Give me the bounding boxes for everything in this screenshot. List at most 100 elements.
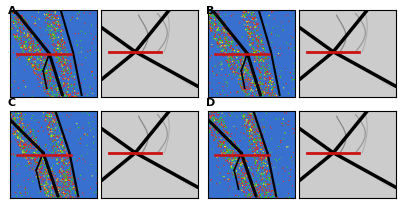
Point <box>291 11 297 14</box>
Point <box>224 40 231 43</box>
Point <box>80 154 87 157</box>
Point <box>11 85 17 88</box>
Point <box>282 196 288 199</box>
Point <box>264 169 270 172</box>
Point <box>26 113 32 116</box>
Point <box>16 26 23 29</box>
Point <box>11 162 17 165</box>
Point <box>240 34 247 37</box>
Point <box>222 36 229 39</box>
Point <box>36 53 43 56</box>
Point <box>46 133 52 136</box>
Point <box>35 133 42 137</box>
Point <box>51 56 57 60</box>
Point <box>241 190 247 194</box>
Point <box>24 176 31 179</box>
Point <box>86 9 93 13</box>
Point <box>240 161 246 164</box>
Point <box>262 49 269 52</box>
Point <box>222 93 228 96</box>
Point <box>228 144 235 148</box>
Point <box>85 161 92 164</box>
Point <box>246 28 252 31</box>
Point <box>235 144 241 147</box>
Point <box>257 40 264 43</box>
Point <box>56 54 62 57</box>
Point <box>246 110 252 114</box>
Point <box>236 77 243 80</box>
Point <box>8 121 14 124</box>
Point <box>268 163 275 167</box>
Point <box>71 55 77 59</box>
Point <box>221 87 227 90</box>
Point <box>93 175 99 178</box>
Point <box>210 127 217 131</box>
Point <box>12 38 19 41</box>
Point <box>280 166 286 170</box>
Point <box>50 68 57 71</box>
Point <box>279 22 286 25</box>
Point <box>267 193 274 196</box>
Point <box>20 60 26 63</box>
Point <box>41 31 47 34</box>
Point <box>9 81 16 85</box>
Point <box>287 119 293 122</box>
Point <box>256 49 262 53</box>
Point <box>80 39 86 42</box>
Point <box>217 171 224 174</box>
Point <box>15 77 21 80</box>
Point <box>65 35 72 38</box>
Point <box>249 124 255 128</box>
Point <box>265 76 272 79</box>
Point <box>219 64 226 67</box>
Point <box>291 37 298 40</box>
Point <box>224 14 230 17</box>
Point <box>238 177 245 180</box>
Point <box>262 184 268 187</box>
Point <box>282 32 288 35</box>
Point <box>47 130 53 134</box>
Point <box>53 26 60 29</box>
Point <box>73 49 80 52</box>
Point <box>45 24 51 27</box>
Point <box>208 91 214 94</box>
Point <box>265 183 272 187</box>
Point <box>67 11 73 14</box>
Point <box>79 180 85 183</box>
Point <box>242 70 249 73</box>
Point <box>258 66 264 70</box>
Point <box>286 69 292 72</box>
Point <box>55 189 62 192</box>
Point <box>241 90 247 93</box>
Point <box>229 26 236 29</box>
Point <box>25 192 31 196</box>
Point <box>270 130 277 133</box>
Point <box>21 52 27 55</box>
Point <box>260 184 266 187</box>
Point <box>34 80 40 83</box>
Point <box>214 162 220 165</box>
Point <box>280 149 287 152</box>
Point <box>281 123 287 126</box>
Point <box>262 176 269 179</box>
Point <box>221 167 228 170</box>
Point <box>74 161 80 164</box>
Point <box>32 152 39 156</box>
Point <box>252 81 258 85</box>
Point <box>226 157 232 161</box>
Point <box>272 120 279 123</box>
Point <box>265 43 271 47</box>
Point <box>291 79 297 83</box>
Point <box>84 128 90 131</box>
Point <box>284 156 290 159</box>
Point <box>252 189 259 192</box>
Point <box>12 83 18 87</box>
Point <box>283 155 290 158</box>
Point <box>210 66 217 69</box>
Point <box>252 160 258 163</box>
Point <box>64 193 70 196</box>
Point <box>61 174 67 177</box>
Point <box>42 115 49 118</box>
Point <box>44 114 50 118</box>
Point <box>228 123 234 126</box>
